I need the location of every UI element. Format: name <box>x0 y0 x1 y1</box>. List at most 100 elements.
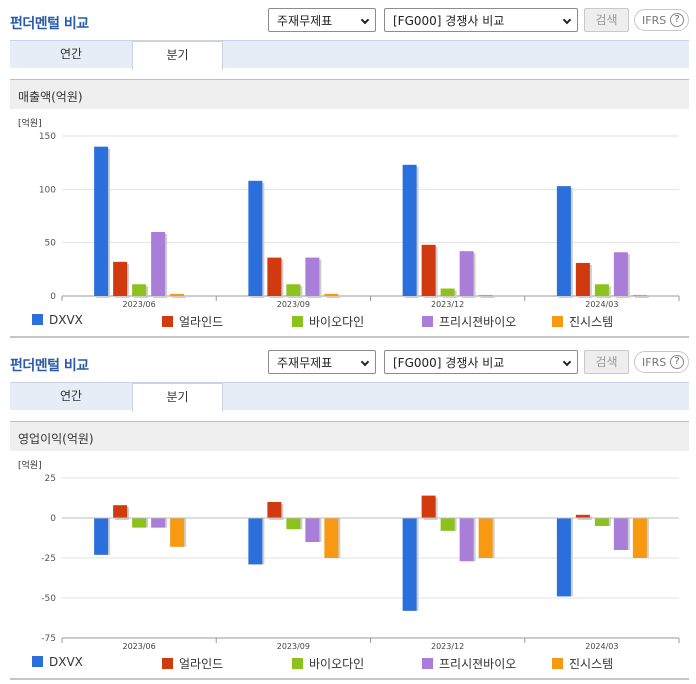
x-tick-label: 2023/12 <box>431 642 464 650</box>
statement-type-select[interactable]: 주재무제표 <box>268 350 376 374</box>
x-tick-label: 2023/06 <box>123 642 156 650</box>
legend-label: 바이오다인 <box>309 315 365 329</box>
bar <box>286 284 301 296</box>
bar <box>94 518 109 555</box>
metric-title-bar: 영업이익(억원) <box>10 421 689 451</box>
legend-label: 얼라인드 <box>179 657 224 671</box>
bar <box>113 505 128 518</box>
legend-swatch <box>162 316 173 327</box>
statement-type-select[interactable]: 주재무제표 <box>268 8 376 32</box>
legend-label: 바이오다인 <box>309 657 365 671</box>
section-divider <box>10 678 689 680</box>
legend-item[interactable]: DXVX <box>32 655 83 669</box>
legend-label: 진시스템 <box>569 315 614 329</box>
bar <box>613 518 628 550</box>
legend-swatch <box>422 316 433 327</box>
bar <box>421 495 436 518</box>
bar <box>94 146 109 296</box>
compare-group-value: [FG000] 경쟁사 비교 <box>393 14 505 28</box>
tab-quarterly[interactable]: 분기 <box>132 41 223 70</box>
compare-group-select[interactable]: [FG000] 경쟁사 비교 <box>384 8 578 32</box>
bar <box>151 518 166 528</box>
bar <box>402 164 417 296</box>
section-title: 펀더멘털 비교 <box>10 358 89 374</box>
tab-annual[interactable]: 연간 <box>59 47 83 61</box>
tab-annual[interactable]: 연간 <box>59 389 83 403</box>
period-tabs: 연간 분기 <box>10 40 689 70</box>
legend-item[interactable]: 진시스템 <box>552 313 613 330</box>
legend-label: 얼라인드 <box>179 315 224 329</box>
section-divider <box>10 336 689 338</box>
chart-legend: DXVX 얼라인드 바이오다인 프리시젼바이오 진시스템 <box>10 652 689 674</box>
compare-group-value: [FG000] 경쟁사 비교 <box>393 356 505 370</box>
x-tick-label: 2024/03 <box>585 300 618 308</box>
bar-shadow <box>634 296 649 298</box>
chevron-down-icon <box>360 357 370 367</box>
y-tick-label: 0 <box>50 514 56 524</box>
bar <box>556 518 571 597</box>
metric-label: 매출액(억원) <box>18 90 83 104</box>
ifrs-label: IFRS <box>642 14 667 27</box>
bar <box>632 518 647 558</box>
section-header: 펀더멘털 비교 주재무제표 [FG000] 경쟁사 비교 검색 IFRS ? <box>0 0 696 40</box>
chevron-down-icon <box>360 15 370 25</box>
revenue-bar-chart: [억원] 0 50 100 150 2023/06 2023/09 2023/12 2024/0… <box>10 112 689 308</box>
y-tick-label: -25 <box>41 554 56 564</box>
bar <box>575 262 590 296</box>
bar <box>402 518 417 611</box>
chevron-down-icon <box>562 357 572 367</box>
bar <box>440 288 455 296</box>
operating-income-chart-svg: [억원] -75 -50 -25 0 25 2023/06 2023/09 2023/12 202… <box>18 459 680 650</box>
legend-item[interactable]: 바이오다인 <box>292 655 364 672</box>
bar <box>478 294 493 296</box>
bar <box>421 244 436 296</box>
y-tick-label: 0 <box>50 292 56 302</box>
legend-item[interactable]: 진시스템 <box>552 655 613 672</box>
bar <box>324 518 339 558</box>
metric-label: 영업이익(억원) <box>18 432 94 446</box>
x-tick-label: 2024/03 <box>585 642 618 650</box>
legend-swatch <box>292 658 303 669</box>
y-tick-label: 150 <box>39 132 56 142</box>
ifrs-button[interactable]: IFRS ? <box>634 9 689 31</box>
tab-quarterly[interactable]: 분기 <box>132 383 223 412</box>
section-header: 펀더멘털 비교 주재무제표 [FG000] 경쟁사 비교 검색 IFRS ? <box>0 342 696 382</box>
y-tick-label: 25 <box>45 474 56 484</box>
legend-label: DXVX <box>49 655 83 669</box>
period-tabs: 연간 분기 <box>10 382 689 412</box>
y-unit-label: [억원] <box>18 459 42 471</box>
ifrs-label: IFRS <box>642 356 667 369</box>
bar <box>459 251 474 296</box>
bar <box>459 518 474 562</box>
legend-item[interactable]: 얼라인드 <box>162 655 223 672</box>
bar-shadow <box>326 295 341 298</box>
chart-legend: DXVX 얼라인드 바이오다인 프리시젼바이오 진시스템 <box>10 310 689 332</box>
x-tick-label: 2023/09 <box>277 642 310 650</box>
metric-title-bar: 매출액(억원) <box>10 79 689 109</box>
legend-item[interactable]: 얼라인드 <box>162 313 223 330</box>
legend-item[interactable]: DXVX <box>32 313 83 327</box>
legend-label: DXVX <box>49 313 83 327</box>
bar <box>632 294 647 296</box>
compare-group-select[interactable]: [FG000] 경쟁사 비교 <box>384 350 578 374</box>
section-title: 펀더멘털 비교 <box>10 16 89 32</box>
bar <box>613 252 628 296</box>
search-button[interactable]: 검색 <box>584 350 629 374</box>
ifrs-button[interactable]: IFRS ? <box>634 351 689 373</box>
revenue-chart-svg: [억원] 0 50 100 150 2023/06 2023/09 2023/12 2024/0… <box>18 117 680 308</box>
legend-item[interactable]: 바이오다인 <box>292 313 364 330</box>
legend-item[interactable]: 프리시젼바이오 <box>422 655 516 672</box>
legend-item[interactable]: 프리시젼바이오 <box>422 313 516 330</box>
bar <box>594 518 609 526</box>
fundamental-section-operating-income: 펀더멘털 비교 주재무제표 [FG000] 경쟁사 비교 검색 IFRS ? 연… <box>0 342 696 684</box>
legend-swatch <box>552 658 563 669</box>
statement-type-value: 주재무제표 <box>277 14 333 28</box>
bar <box>170 293 185 296</box>
bar-shadow <box>172 295 187 298</box>
bar <box>556 186 571 296</box>
search-button[interactable]: 검색 <box>584 8 629 32</box>
bar <box>305 518 320 542</box>
legend-label: 프리시젼바이오 <box>439 315 517 329</box>
operating-income-bar-chart: [억원] -75 -50 -25 0 25 2023/06 2023/09 2023/12 202… <box>10 454 689 650</box>
x-tick-label: 2023/06 <box>123 300 156 308</box>
